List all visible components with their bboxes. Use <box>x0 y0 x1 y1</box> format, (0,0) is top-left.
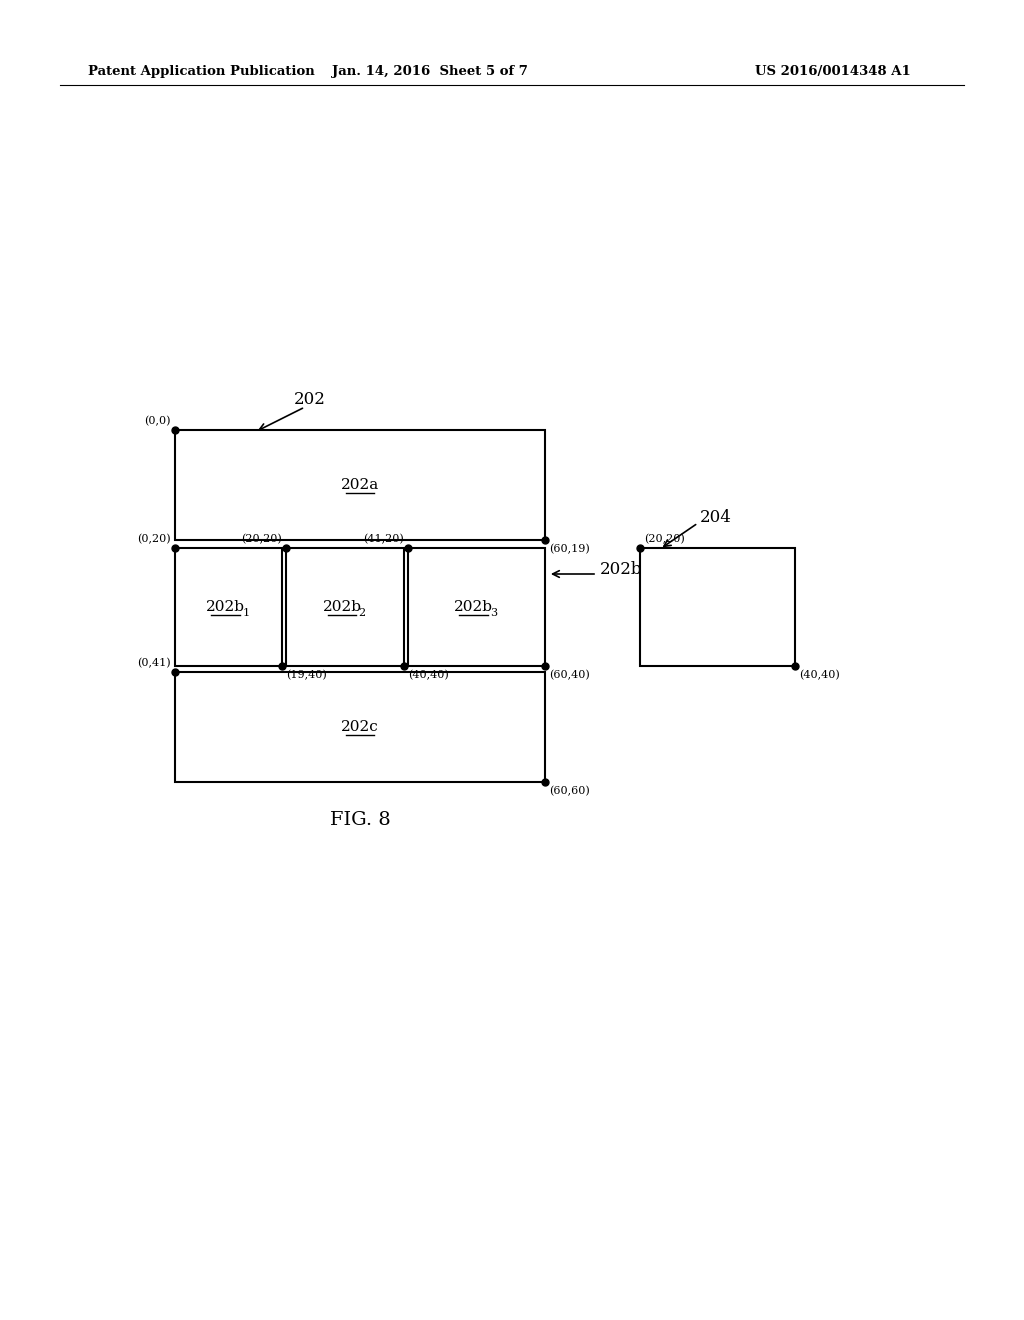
Text: (20,20): (20,20) <box>644 533 685 544</box>
Text: Patent Application Publication: Patent Application Publication <box>88 66 314 78</box>
Text: (20,20): (20,20) <box>242 533 282 544</box>
Text: 202: 202 <box>294 392 326 408</box>
Text: (0,41): (0,41) <box>137 657 171 668</box>
Bar <box>408 548 545 667</box>
Text: US 2016/0014348 A1: US 2016/0014348 A1 <box>755 66 910 78</box>
Text: 202c: 202c <box>341 719 379 734</box>
Text: 202b: 202b <box>323 601 361 614</box>
Text: (60,40): (60,40) <box>549 671 590 680</box>
Bar <box>640 548 795 667</box>
Text: (60,19): (60,19) <box>549 544 590 554</box>
Text: (60,60): (60,60) <box>549 785 590 796</box>
Text: 3: 3 <box>490 607 498 618</box>
Text: FIG. 8: FIG. 8 <box>330 810 390 829</box>
Text: 202b: 202b <box>206 601 245 614</box>
Text: (0,0): (0,0) <box>144 416 171 426</box>
Text: (40,40): (40,40) <box>408 671 449 680</box>
Text: 204: 204 <box>700 510 732 527</box>
Text: Jan. 14, 2016  Sheet 5 of 7: Jan. 14, 2016 Sheet 5 of 7 <box>332 66 528 78</box>
Text: 202b: 202b <box>454 601 493 614</box>
Text: 1: 1 <box>243 607 250 618</box>
Text: (41,20): (41,20) <box>364 533 404 544</box>
Text: 202a: 202a <box>341 478 379 492</box>
Text: 202b: 202b <box>600 561 642 578</box>
Text: (40,40): (40,40) <box>799 671 840 680</box>
Bar <box>175 548 282 667</box>
Text: (0,20): (0,20) <box>137 533 171 544</box>
Text: 2: 2 <box>358 607 366 618</box>
Bar <box>175 672 545 781</box>
Bar <box>286 548 404 667</box>
Bar <box>175 430 545 540</box>
Text: (19,40): (19,40) <box>286 671 327 680</box>
